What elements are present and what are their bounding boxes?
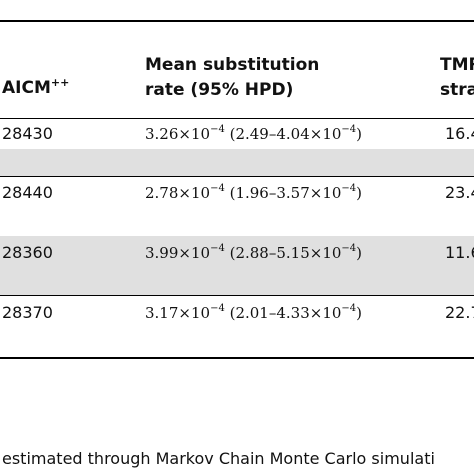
- row-shade-1: [0, 149, 474, 176]
- header-tmr-line1: TMR: [440, 55, 474, 75]
- table-footnote: estimated through Markov Chain Monte Car…: [2, 449, 435, 468]
- aicm-cell: 28440: [2, 183, 53, 202]
- rate-cell: 3.26×10−4 (2.49–4.04×10−4): [145, 124, 363, 144]
- tmr-cell: 23.4: [445, 183, 474, 202]
- aicm-cell: 28370: [2, 303, 53, 322]
- header-mean-rate-line1: Mean substitution: [145, 55, 320, 75]
- aicm-cell: 28430: [2, 124, 53, 143]
- rate-cell: 2.78×10−4 (1.96–3.57×10−4): [145, 183, 363, 203]
- tmr-cell: 22.7: [445, 303, 474, 322]
- rate-cell: 3.99×10−4 (2.88–5.15×10−4): [145, 243, 363, 263]
- header-aicm: AICM++: [2, 76, 70, 98]
- row-rule-1: [0, 176, 474, 177]
- header-bottom-rule: [0, 118, 474, 119]
- header-tmr-line2: stra: [440, 80, 474, 100]
- table-top-rule: [0, 20, 474, 22]
- tmr-cell: 16.4: [445, 124, 474, 143]
- table-bottom-rule: [0, 357, 474, 359]
- tmr-cell: 11.6: [445, 243, 474, 262]
- row-shade-2: [0, 236, 474, 295]
- rate-cell: 3.17×10−4 (2.01–4.33×10−4): [145, 303, 363, 323]
- row-rule-2: [0, 295, 474, 296]
- header-mean-rate-line2: rate (95% HPD): [145, 80, 294, 100]
- aicm-cell: 28360: [2, 243, 53, 262]
